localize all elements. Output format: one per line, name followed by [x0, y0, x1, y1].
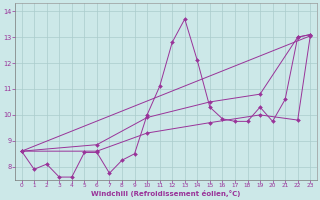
X-axis label: Windchill (Refroidissement éolien,°C): Windchill (Refroidissement éolien,°C): [91, 190, 241, 197]
